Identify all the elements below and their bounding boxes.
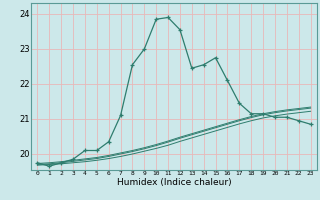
X-axis label: Humidex (Indice chaleur): Humidex (Indice chaleur) bbox=[117, 178, 231, 187]
